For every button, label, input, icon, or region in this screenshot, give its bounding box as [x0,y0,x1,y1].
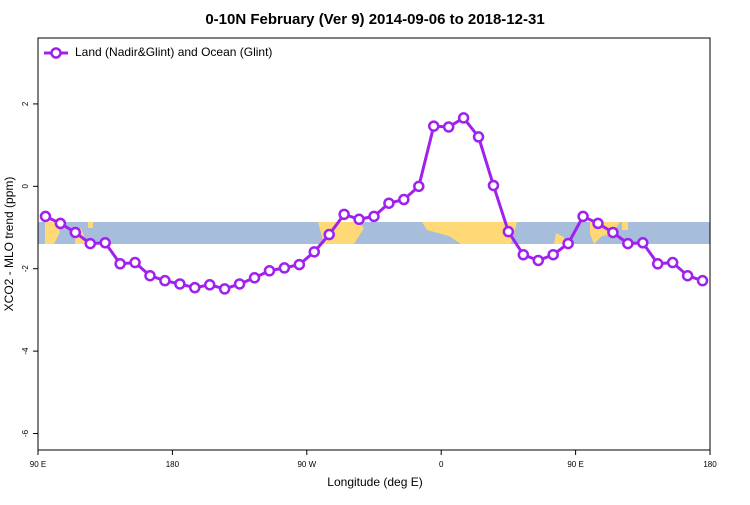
point [577,210,589,223]
point [383,197,395,209]
point [84,237,97,250]
point [651,258,664,270]
point [144,269,156,282]
point [174,278,186,290]
point [562,237,574,250]
point [159,274,171,287]
series-line [44,115,704,291]
x-tick-label: 90 E [30,460,46,469]
point [338,208,350,221]
x-tick-label: 180 [703,460,717,469]
legend: Land (Nadir&Glint) and Ocean (Glint) [44,45,272,59]
point [54,217,67,230]
point [39,210,52,223]
point [203,279,216,291]
point [622,237,634,250]
point [353,213,365,226]
x-tick-label: 90 W [297,460,316,469]
point [666,256,679,269]
chart-title: 0-10N February (Ver 9) 2014-09-06 to 201… [205,11,544,28]
y-tick-label: 2 [21,101,30,106]
x-tick-label: 180 [166,460,180,469]
point [248,272,261,284]
y-tick-label: -6 [21,429,30,437]
point [293,258,306,271]
point [129,256,141,269]
point [442,121,455,133]
x-tick-label: 0 [439,460,444,469]
point [681,269,694,282]
y-tick-label: -2 [21,265,30,273]
point [368,210,380,223]
point [114,258,126,270]
point [532,254,545,267]
point [607,226,619,239]
point [189,281,201,294]
point [517,248,530,261]
point [99,237,111,249]
y-tick-label: 0 [21,184,30,189]
point [427,120,440,132]
point [592,217,604,230]
point [637,237,649,249]
point [323,228,335,241]
point [502,225,515,238]
point [696,274,709,287]
legend-marker [50,47,62,59]
point [278,262,291,274]
point [233,278,246,290]
point [472,131,485,143]
point [263,265,276,277]
legend-label: Land (Nadir&Glint) and Ocean (Glint) [75,45,272,59]
point [69,226,82,239]
y-axis-label: XCO2 - MLO trend (ppm) [2,177,16,312]
y-tick-label: -4 [21,347,30,355]
point [218,283,231,295]
point [457,112,470,124]
point [487,179,500,192]
point [308,246,321,258]
plot-frame [37,37,711,451]
point [547,248,559,261]
x-axis-label: Longitude (deg E) [327,475,422,489]
point [413,180,425,193]
x-tick-label: 90 E [567,460,583,469]
point [398,193,410,206]
